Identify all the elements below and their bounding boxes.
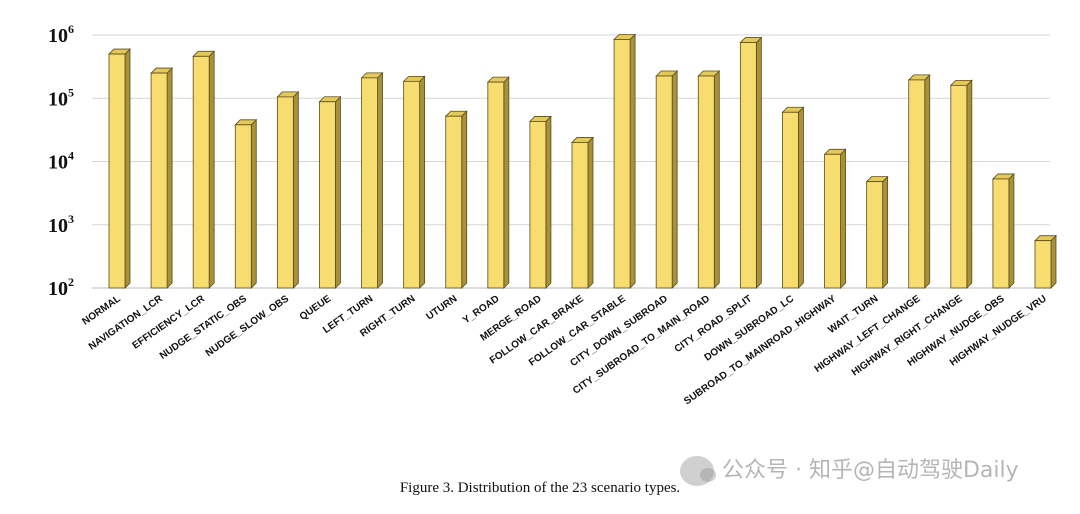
bar-front [319,101,336,289]
bar-side [1050,234,1057,289]
x-tick-label: EFFICIENCY_LCR [131,293,208,352]
bar-front [150,72,168,289]
bar [528,115,552,289]
bar-side [798,106,804,289]
bar-front [234,124,252,289]
bar-side [208,50,215,289]
bar [823,148,847,289]
x-tick-label: NAVIGATION_LCR [87,293,166,353]
bar-side [335,95,341,289]
bar-front [487,81,505,289]
x-tick-label: UTURN [424,293,459,322]
bar [865,175,889,289]
figure-caption: Figure 3. Distribution of the 23 scenari… [399,480,681,496]
bar-front [403,80,421,289]
bar-front [571,142,589,289]
bar-front [866,181,884,289]
bar-front [739,42,757,289]
bar-front [529,121,547,289]
bar-side [166,67,173,289]
bar-front [108,53,126,289]
bar-front [276,96,294,289]
y-tick-label: 106 [48,22,74,47]
bar [781,106,805,289]
bar [402,75,426,289]
bar-side [629,33,636,289]
bar [444,110,468,289]
watermark: 公众号 · 知乎@自动驾驶Daily [680,452,1019,486]
bar-front [1034,240,1052,289]
y-tick-label: 102 [48,275,74,300]
bar-side [419,75,426,289]
y-tick-label: 104 [48,149,74,174]
bar [571,136,594,289]
bar-front [992,178,1010,289]
bar-side [250,118,257,289]
bar [907,73,931,289]
bar-side [1008,172,1015,289]
wechat-logo-icon [680,456,716,486]
bar-front [361,77,378,289]
bar-front [782,111,799,289]
watermark-text: 公众号 · 知乎@自动驾驶Daily [722,458,1019,483]
bar-side [840,148,846,289]
bar-side [292,90,299,289]
bar [486,76,510,289]
bar [739,36,763,289]
bar [276,90,300,289]
bar-side [966,79,973,289]
bar-front [824,153,841,289]
bar-side [882,175,889,289]
bar [697,70,721,289]
bar-side [503,76,510,289]
x-tick-label: Y_ROAD [461,293,501,326]
bar-front [613,39,631,289]
bar-front [908,79,926,289]
bar [1034,234,1057,289]
bar [949,79,973,289]
bar [192,50,216,289]
y-tick-label: 103 [48,212,74,237]
bar-front [445,115,463,289]
bar-front [697,75,715,289]
bar-side [461,110,468,289]
bar-front [950,84,968,289]
bar [991,172,1015,289]
bar-side [713,70,720,289]
bar [234,118,258,289]
bar-front [192,55,210,289]
bar [150,67,174,289]
bar [655,70,679,289]
bar-side [377,71,383,289]
bar [613,33,637,289]
bar-side [924,73,931,289]
bar-side [671,70,678,289]
bar-side [587,136,594,289]
bar-front [655,75,673,289]
bar-side [124,48,131,289]
bar [318,95,342,289]
x-tick-label: QUEUE [298,293,334,323]
bar [108,48,131,289]
bar [360,71,384,289]
bar-side [545,115,552,289]
y-tick-label: 105 [48,85,74,110]
bar-side [755,36,762,289]
x-tick-label: SUBROAD_TO_MAINROAD_HIGHWAY [682,293,838,407]
